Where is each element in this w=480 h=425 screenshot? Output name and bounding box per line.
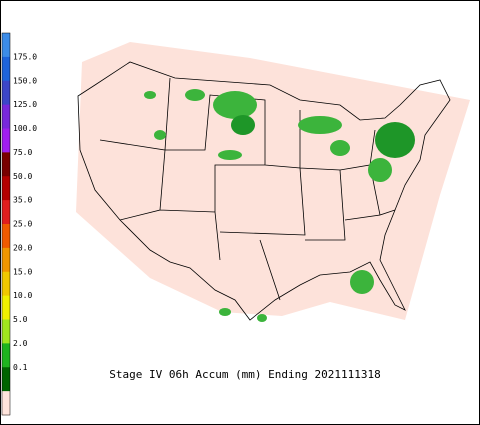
legend-swatch [2, 152, 10, 177]
legend-swatch [2, 295, 10, 320]
precip-area [185, 89, 205, 101]
legend-swatch [2, 391, 10, 416]
legend-swatch [2, 176, 10, 201]
legend-swatch [2, 319, 10, 344]
precip-area [218, 150, 242, 160]
legend-label: 75.0 [13, 148, 32, 157]
state-lines [99, 77, 396, 301]
legend-label: 5.0 [13, 315, 28, 324]
precip-area [330, 140, 350, 156]
precip-area [350, 270, 374, 294]
precip-area [219, 308, 231, 316]
legend-swatch [2, 224, 10, 249]
analysis-domain [76, 42, 470, 320]
map-title: Stage IV 06h Accum (mm) Ending 202111131… [109, 368, 381, 381]
precip-area [154, 130, 166, 140]
legend-label: 125.0 [13, 100, 37, 109]
legend-swatch [2, 80, 10, 106]
legend-swatch [2, 33, 10, 58]
precip-area [231, 115, 255, 135]
legend-label: 175.0 [13, 52, 37, 61]
legend-swatch [2, 128, 10, 153]
legend-swatch [2, 56, 10, 82]
legend-label: 100.0 [13, 124, 37, 133]
legend-label: 0.1 [13, 363, 28, 372]
legend-swatch [2, 343, 10, 368]
legend: 175.0 150.0 125.0 100.0 75.0 50.0 35.0 25.0 20.0… [1, 32, 37, 416]
legend-label: 2.0 [13, 339, 28, 348]
legend-swatch [2, 200, 10, 225]
legend-swatch [2, 247, 10, 273]
legend-label: 35.0 [13, 196, 32, 205]
precip-area [257, 314, 267, 322]
legend-swatch [2, 271, 10, 297]
precip-area [368, 158, 392, 182]
legend-label: 50.0 [13, 172, 32, 181]
legend-label: 20.0 [13, 243, 32, 252]
legend-border [1, 32, 11, 416]
precip-area [375, 122, 415, 158]
legend-swatch [2, 367, 10, 392]
legend-label: 150.0 [13, 76, 37, 85]
legend-label: 10.0 [13, 291, 32, 300]
map [76, 42, 470, 322]
legend-swatch [2, 104, 10, 129]
legend-label: 15.0 [13, 267, 32, 276]
legend-label: 25.0 [13, 220, 32, 229]
precip-area [213, 91, 257, 119]
us-outline [77, 61, 451, 321]
precip-area [298, 116, 342, 134]
precip-area [144, 91, 156, 99]
